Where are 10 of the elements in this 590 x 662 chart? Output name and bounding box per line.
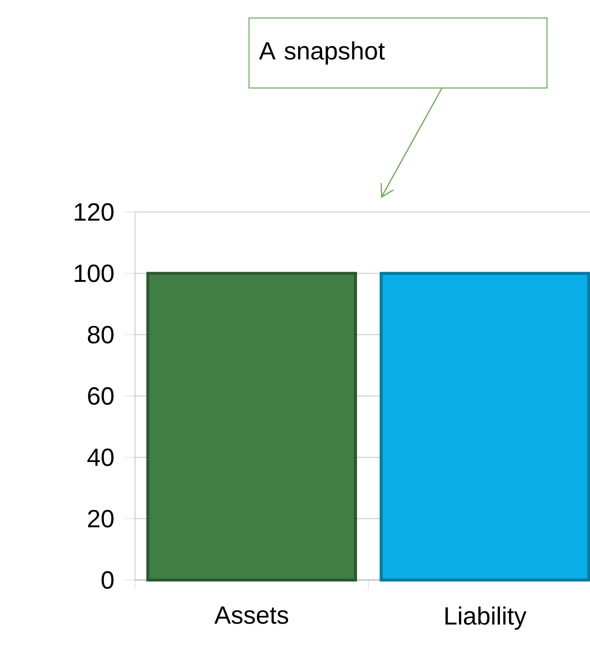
y-tick-label: 60 (88, 387, 114, 405)
y-tick-label: 120 (74, 203, 114, 221)
x-tick-label: Assets (214, 606, 288, 624)
text: A snapshot (259, 41, 385, 65)
y-tick-label: 40 (87, 448, 114, 466)
y-tick-label: 80 (88, 326, 114, 344)
y-tick-label: 20 (88, 510, 114, 528)
y-tick-label: 100 (74, 264, 114, 282)
y-tick-label: 0 (102, 571, 114, 589)
x-tick-label: Liability (446, 606, 526, 630)
